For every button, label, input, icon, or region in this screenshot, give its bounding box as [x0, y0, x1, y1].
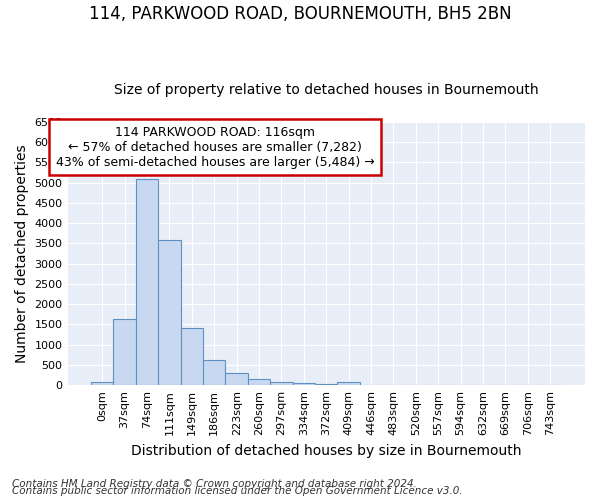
Bar: [226, 372, 248, 385]
Y-axis label: Number of detached properties: Number of detached properties: [15, 144, 29, 363]
Text: 114 PARKWOOD ROAD: 116sqm
← 57% of detached houses are smaller (7,282)
43% of se: 114 PARKWOOD ROAD: 116sqm ← 57% of detac…: [56, 126, 374, 168]
X-axis label: Distribution of detached houses by size in Bournemouth: Distribution of detached houses by size …: [131, 444, 521, 458]
Bar: [158, 240, 181, 385]
Bar: [113, 318, 136, 385]
Text: 114, PARKWOOD ROAD, BOURNEMOUTH, BH5 2BN: 114, PARKWOOD ROAD, BOURNEMOUTH, BH5 2BN: [89, 5, 511, 23]
Bar: [270, 382, 293, 385]
Bar: [315, 384, 337, 385]
Bar: [248, 379, 270, 385]
Bar: [203, 360, 226, 385]
Bar: [91, 382, 113, 385]
Bar: [293, 383, 315, 385]
Bar: [337, 382, 360, 385]
Text: Contains HM Land Registry data © Crown copyright and database right 2024.: Contains HM Land Registry data © Crown c…: [12, 479, 417, 489]
Bar: [181, 328, 203, 385]
Bar: [136, 180, 158, 385]
Text: Contains public sector information licensed under the Open Government Licence v3: Contains public sector information licen…: [12, 486, 463, 496]
Title: Size of property relative to detached houses in Bournemouth: Size of property relative to detached ho…: [114, 83, 539, 97]
